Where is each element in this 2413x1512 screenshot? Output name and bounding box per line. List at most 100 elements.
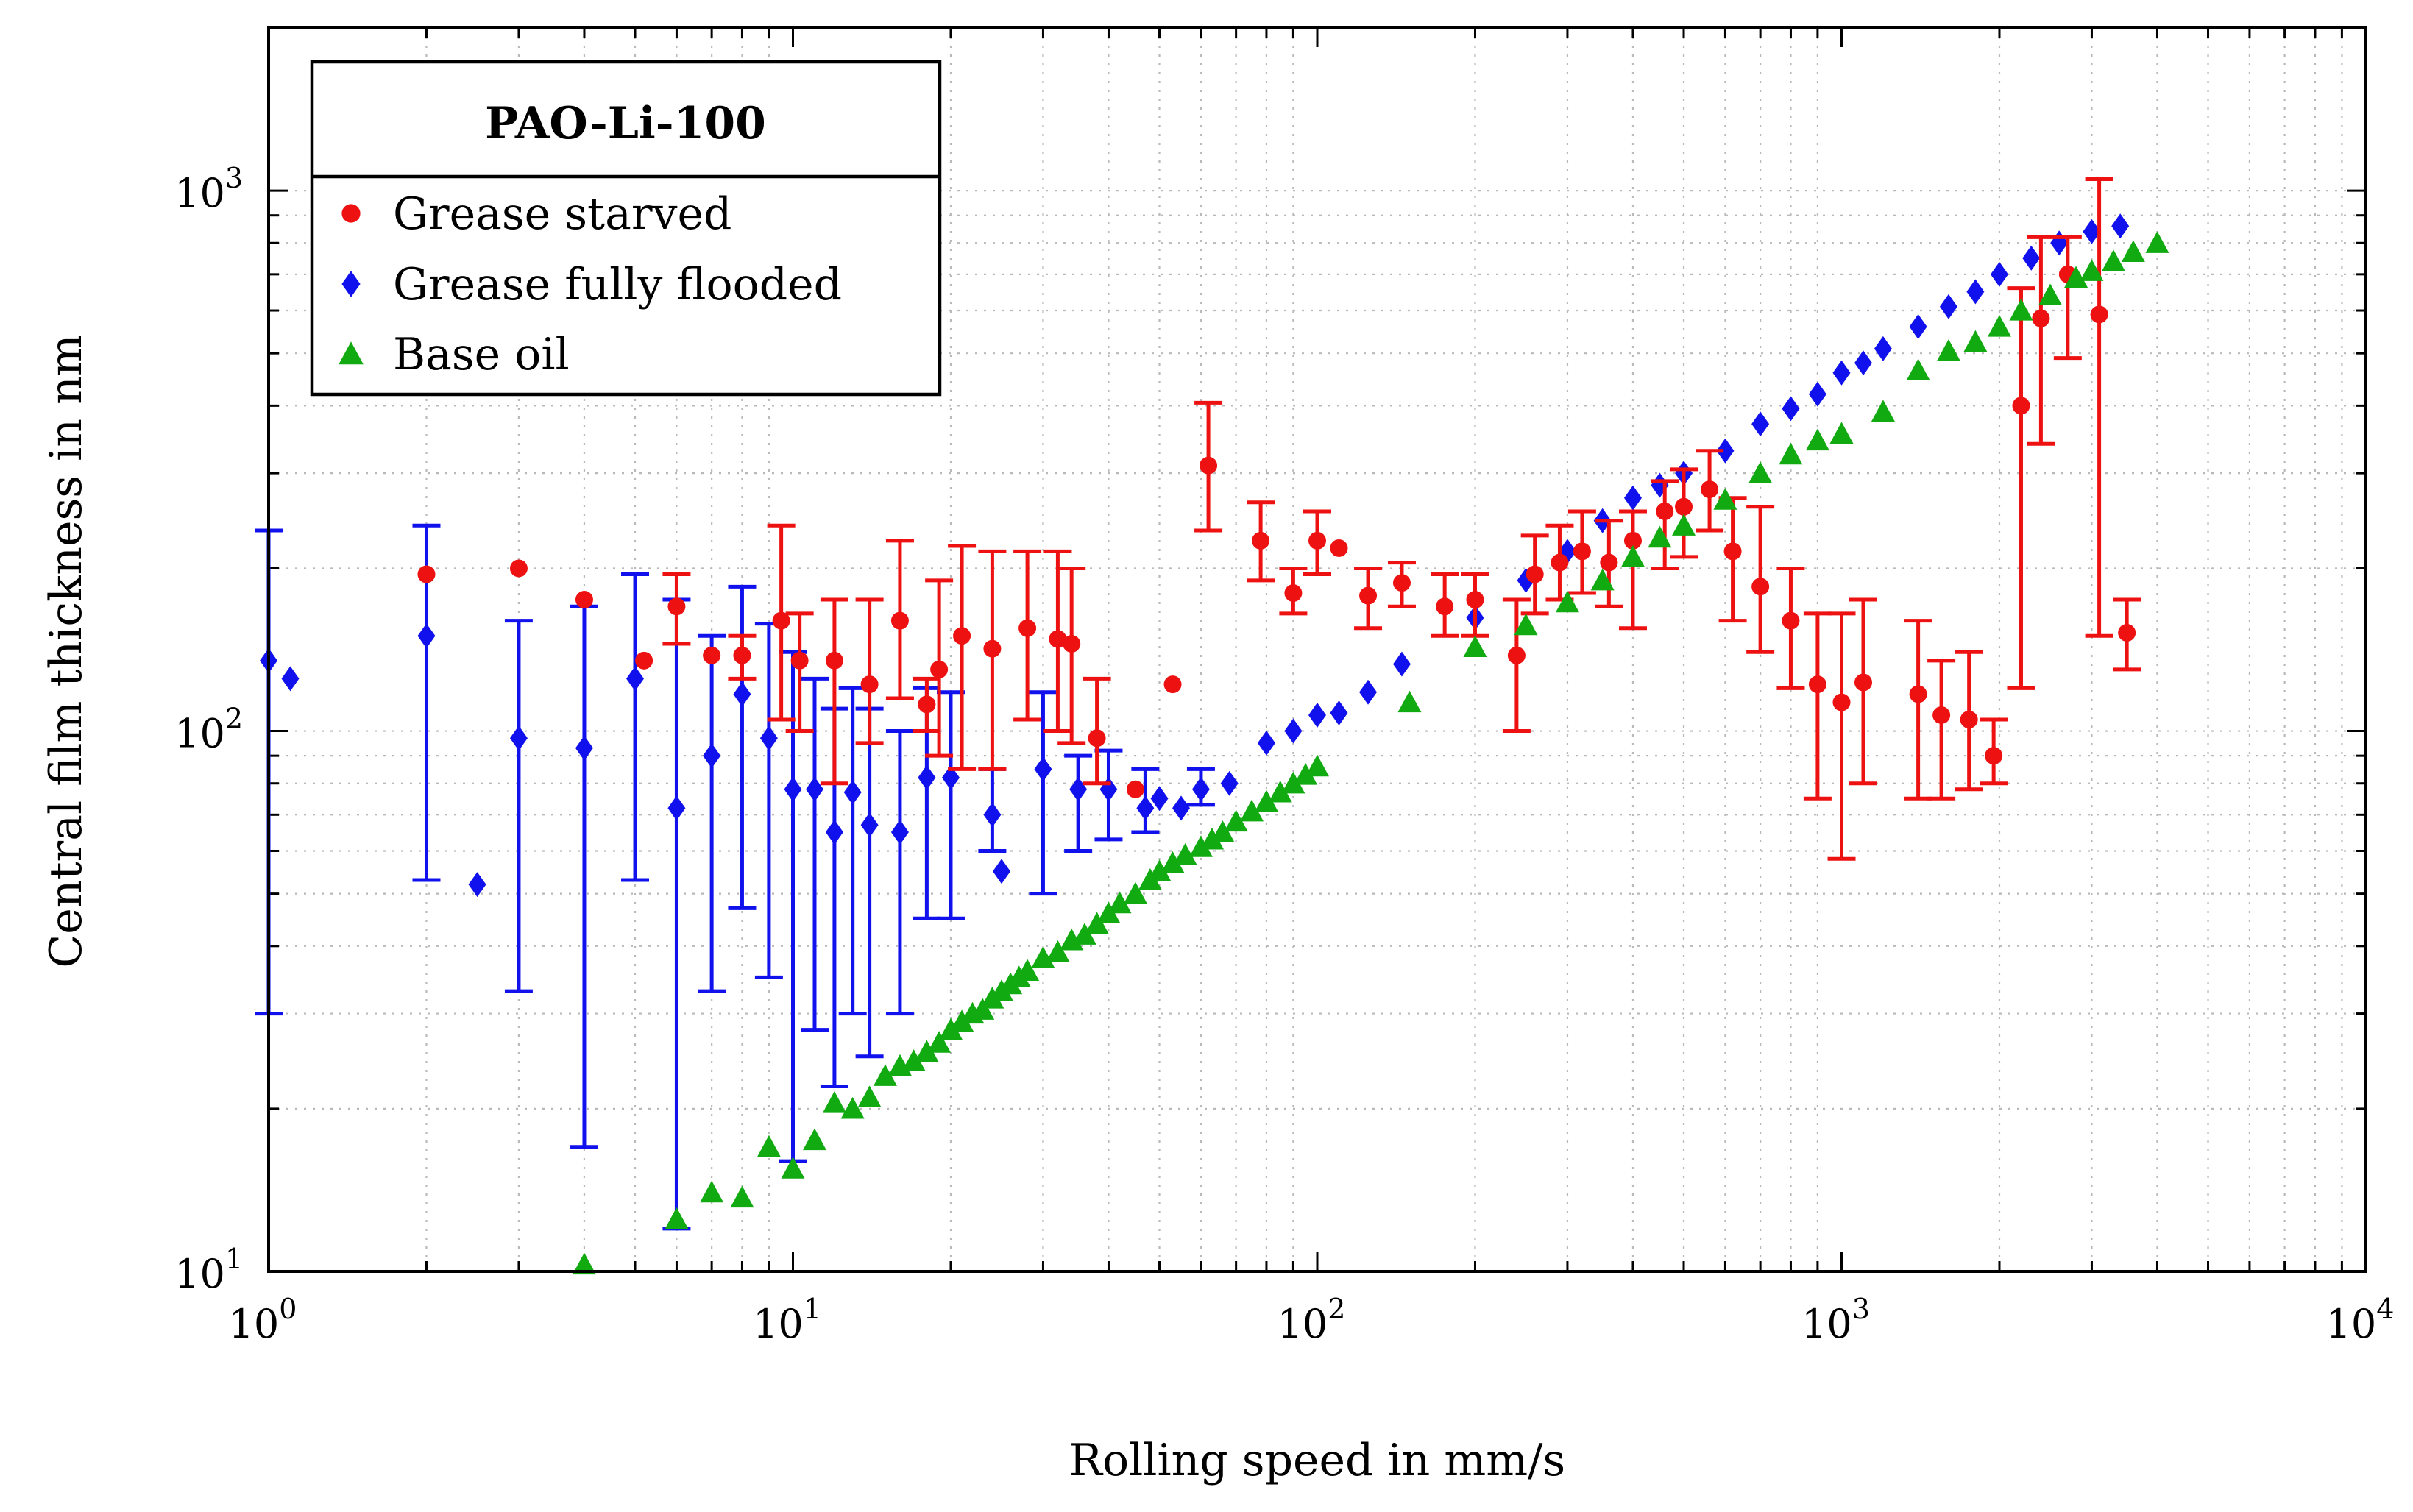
grease-fully-flooded-point — [1854, 350, 1872, 376]
grease-starved-point — [1723, 542, 1742, 561]
grease-starved-point — [2032, 309, 2050, 327]
base-oil-point — [1268, 780, 1292, 803]
grease-starved-series — [417, 177, 2141, 861]
base-oil-point — [1906, 358, 1930, 380]
grease-fully-flooded-point — [1966, 279, 1985, 305]
base-oil-point — [1046, 940, 1070, 962]
grease-starved-point — [1960, 710, 1978, 728]
legend-marker-grease-starved — [341, 204, 361, 223]
grease-starved-point — [790, 651, 809, 670]
base-oil-point — [572, 1252, 596, 1275]
grease-fully-flooded-point — [860, 812, 879, 838]
base-oil-point — [1239, 799, 1264, 822]
base-oil-point — [1987, 315, 2011, 337]
base-oil-point — [2009, 299, 2033, 321]
base-oil-point — [1188, 835, 1213, 857]
grease-fully-flooded-point — [759, 725, 778, 751]
base-oil-point — [822, 1091, 846, 1113]
grease-fully-flooded-point — [667, 795, 686, 821]
grease-starved-point — [890, 611, 909, 630]
grease-fully-flooded-point — [983, 802, 1002, 828]
grease-fully-flooded-point — [626, 666, 645, 692]
grease-fully-flooded-point — [1990, 261, 2008, 287]
grease-fully-flooded-point — [281, 666, 300, 692]
grease-starved-point — [983, 639, 1002, 658]
y-tick-label: 101 — [174, 1243, 243, 1297]
base-oil-point — [802, 1128, 826, 1151]
base-oil-point — [1514, 613, 1538, 636]
grease-starved-point — [930, 660, 949, 678]
base-oil-point — [2145, 231, 2169, 253]
base-oil-point — [938, 1018, 963, 1040]
base-oil-point — [1294, 762, 1318, 785]
grease-fully-flooded-point — [2050, 230, 2069, 256]
grease-starved-point — [1063, 635, 1081, 653]
base-oil-point — [1779, 442, 1803, 465]
grease-starved-point — [1751, 578, 1770, 596]
base-oil-point — [757, 1135, 781, 1157]
y-tick-label: 103 — [174, 162, 243, 216]
base-oil-point — [1963, 330, 1988, 352]
grease-fully-flooded-series — [255, 213, 2130, 1231]
base-oil-point — [1555, 590, 1579, 613]
grease-starved-point — [2090, 305, 2108, 324]
base-oil-point — [1060, 928, 1084, 951]
base-oil-point — [873, 1064, 897, 1086]
grease-fully-flooded-point — [1392, 651, 1411, 677]
grease-fully-flooded-point — [918, 764, 936, 790]
base-oil-point — [1805, 428, 1829, 451]
grease-starved-point — [953, 627, 971, 645]
grease-starved-point — [2118, 623, 2136, 642]
base-oil-point — [1648, 525, 1672, 548]
x-axis-label: Rolling speed in mm/s — [1069, 1435, 1565, 1486]
legend-title: PAO-Li-100 — [485, 98, 766, 149]
grease-fully-flooded-point — [733, 681, 751, 707]
base-oil-point — [2080, 259, 2104, 281]
grease-starved-point — [667, 597, 686, 616]
grease-fully-flooded-point — [417, 623, 436, 649]
grease-starved-point — [733, 646, 751, 664]
data-series — [255, 177, 2169, 1275]
grease-starved-point — [703, 646, 721, 664]
grease-starved-point — [1932, 706, 1951, 724]
grease-fully-flooded-point — [1359, 679, 1378, 705]
grease-fully-flooded-point — [1751, 411, 1770, 437]
base-oil-point — [1713, 488, 1737, 510]
grease-fully-flooded-point — [575, 735, 593, 761]
grease-starved-point — [509, 559, 528, 578]
base-oil-point — [1829, 422, 1854, 444]
x-tick-label: 101 — [753, 1293, 821, 1347]
grease-starved-point — [575, 591, 593, 609]
base-oil-point — [1161, 851, 1185, 873]
grease-fully-flooded-point — [1330, 700, 1348, 725]
grease-fully-flooded-point — [1623, 485, 1642, 511]
base-oil-point — [2038, 283, 2063, 306]
x-tick-label: 100 — [229, 1293, 297, 1347]
grease-fully-flooded-point — [509, 725, 528, 751]
grease-fully-flooded-point — [825, 819, 843, 845]
grease-fully-flooded-point — [468, 872, 486, 898]
grease-fully-flooded-point — [1099, 776, 1118, 802]
grease-starved-point — [1330, 539, 1348, 557]
grease-starved-point — [1623, 531, 1642, 550]
base-oil-point — [2064, 266, 2088, 288]
base-oil-point — [1016, 959, 1040, 982]
base-oil-point — [730, 1185, 754, 1208]
grease-fully-flooded-point — [1909, 314, 1927, 340]
x-tick-label: 103 — [1801, 1293, 1870, 1347]
grease-starved-point — [1675, 497, 1693, 516]
grease-fully-flooded-point — [2111, 213, 2130, 239]
base-oil-point — [1748, 461, 1773, 483]
grease-fully-flooded-point — [1832, 360, 1851, 386]
base-oil-point — [1123, 881, 1147, 904]
grease-starved-point — [2012, 397, 2030, 415]
grease-starved-point — [1049, 630, 1067, 648]
grease-fully-flooded-point — [784, 776, 802, 802]
grease-fully-flooded-point — [1782, 396, 1800, 422]
grease-starved-point — [1832, 693, 1851, 711]
legend-box — [310, 60, 942, 397]
grease-starved-point — [1507, 646, 1526, 664]
grease-starved-point — [1359, 586, 1378, 605]
grease-starved-point — [1466, 591, 1484, 609]
x-tick-label: 104 — [2326, 1293, 2395, 1347]
